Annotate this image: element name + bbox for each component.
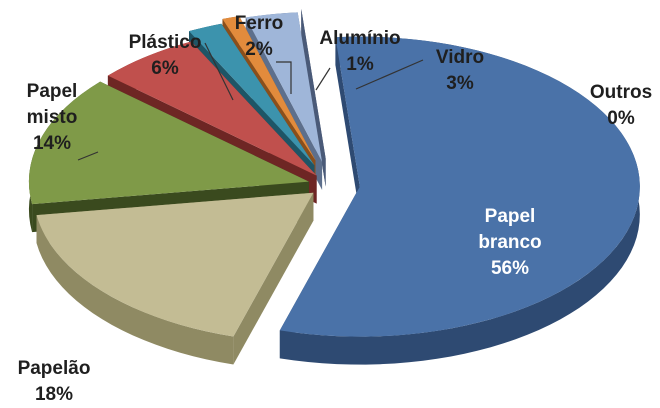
slice-vidro: [245, 12, 323, 162]
leader-line-aluminio: [315, 67, 331, 91]
data-label-aluminio: Alumínio 1%: [319, 28, 400, 75]
data-label-ferro: Ferro 2%: [235, 13, 284, 60]
slice-aluminio: [222, 16, 316, 161]
slice-ferro: [188, 23, 315, 166]
slice-papel-branco: [279, 36, 640, 337]
slice-tops: [28, 12, 640, 337]
slice-side-outros: [301, 8, 326, 187]
data-label-vidro: Vidro 3%: [436, 47, 484, 94]
leader-line-plastico: [204, 42, 234, 101]
data-label-outros: Outros 0%: [590, 82, 652, 129]
slice-labels: Papel branco 56% Papelão 18% Papel misto 14% Plá…: [18, 13, 653, 405]
data-label-papel-misto: Papel misto 14%: [27, 81, 78, 154]
slice-papelao: [36, 192, 314, 337]
leader-line-ferro: [276, 61, 292, 94]
leader-line-papel-misto: [77, 151, 99, 161]
data-label-plastico: Plástico 6%: [129, 32, 202, 79]
slice-plastico: [107, 41, 317, 176]
data-label-papelao: Papelão 18%: [18, 358, 91, 405]
leader-line-vidro: [355, 59, 424, 90]
data-label-papel-branco: Papel branco 56%: [478, 206, 541, 279]
slice-papel-misto: [28, 81, 309, 205]
